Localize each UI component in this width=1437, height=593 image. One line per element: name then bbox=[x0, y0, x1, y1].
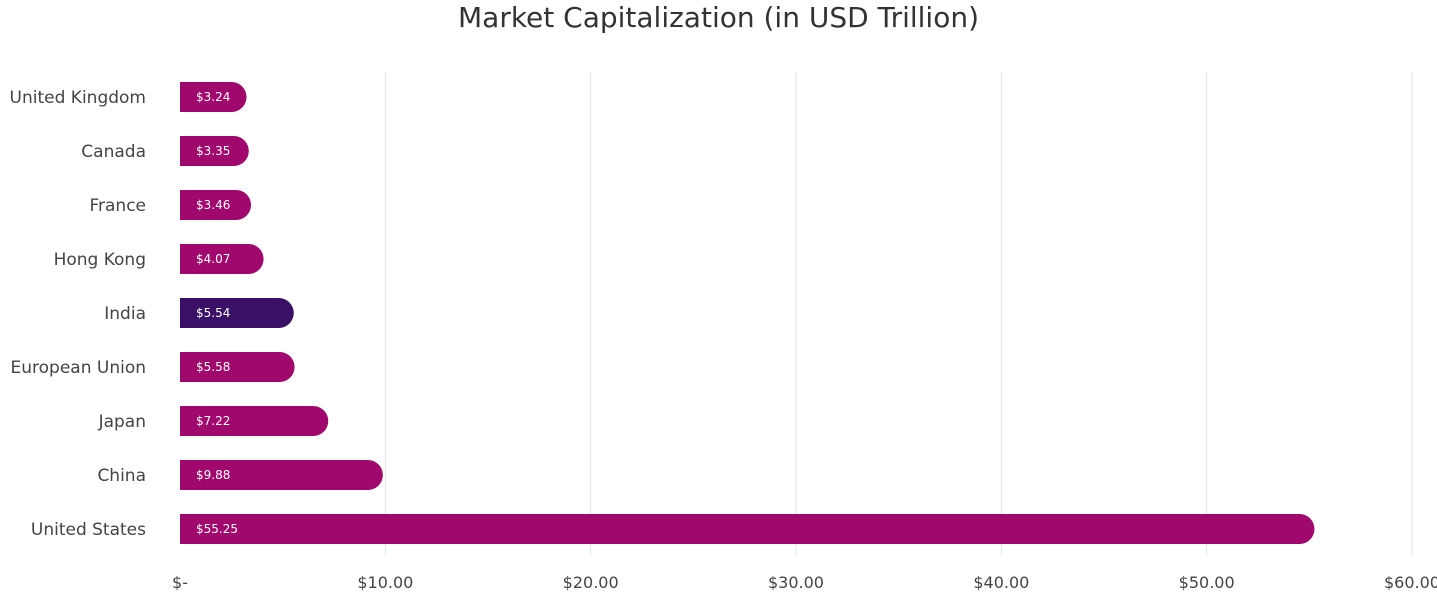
bar-india bbox=[180, 298, 294, 328]
bar-european-union bbox=[180, 352, 295, 382]
x-tick-label: $60.00 bbox=[1384, 573, 1437, 592]
category-label: European Union bbox=[11, 358, 147, 378]
bar-china bbox=[180, 460, 383, 490]
x-tick-label: $30.00 bbox=[768, 573, 824, 592]
category-label: India bbox=[104, 304, 146, 324]
x-tick-label: $- bbox=[172, 573, 188, 592]
x-tick-label: $50.00 bbox=[1179, 573, 1235, 592]
category-label: France bbox=[89, 196, 146, 216]
data-label: $5.58 bbox=[196, 360, 230, 374]
chart-title: Market Capitalization (in USD Trillion) bbox=[458, 1, 979, 34]
data-label: $9.88 bbox=[196, 468, 230, 482]
category-label: United Kingdom bbox=[10, 88, 146, 108]
bar-united-states bbox=[180, 514, 1315, 544]
data-label: $3.35 bbox=[196, 144, 230, 158]
data-label: $3.46 bbox=[196, 198, 230, 212]
data-label: $3.24 bbox=[196, 90, 230, 104]
bar-united-kingdom bbox=[180, 82, 247, 113]
x-tick-label: $40.00 bbox=[973, 573, 1029, 592]
category-label: Hong Kong bbox=[54, 250, 146, 270]
x-tick-label: $20.00 bbox=[563, 573, 619, 592]
category-label: Japan bbox=[98, 412, 146, 432]
bar-canada bbox=[180, 136, 249, 166]
data-label: $7.22 bbox=[196, 414, 230, 428]
category-label: United States bbox=[31, 520, 146, 540]
data-label: $4.07 bbox=[196, 252, 230, 266]
category-label: China bbox=[97, 466, 146, 486]
bar-france bbox=[180, 190, 252, 220]
category-label: Canada bbox=[81, 142, 146, 162]
x-tick-label: $10.00 bbox=[357, 573, 413, 592]
bar-hong-kong bbox=[180, 244, 264, 274]
bar-japan bbox=[180, 406, 329, 436]
data-label: $55.25 bbox=[196, 522, 238, 536]
data-label: $5.54 bbox=[196, 306, 230, 320]
